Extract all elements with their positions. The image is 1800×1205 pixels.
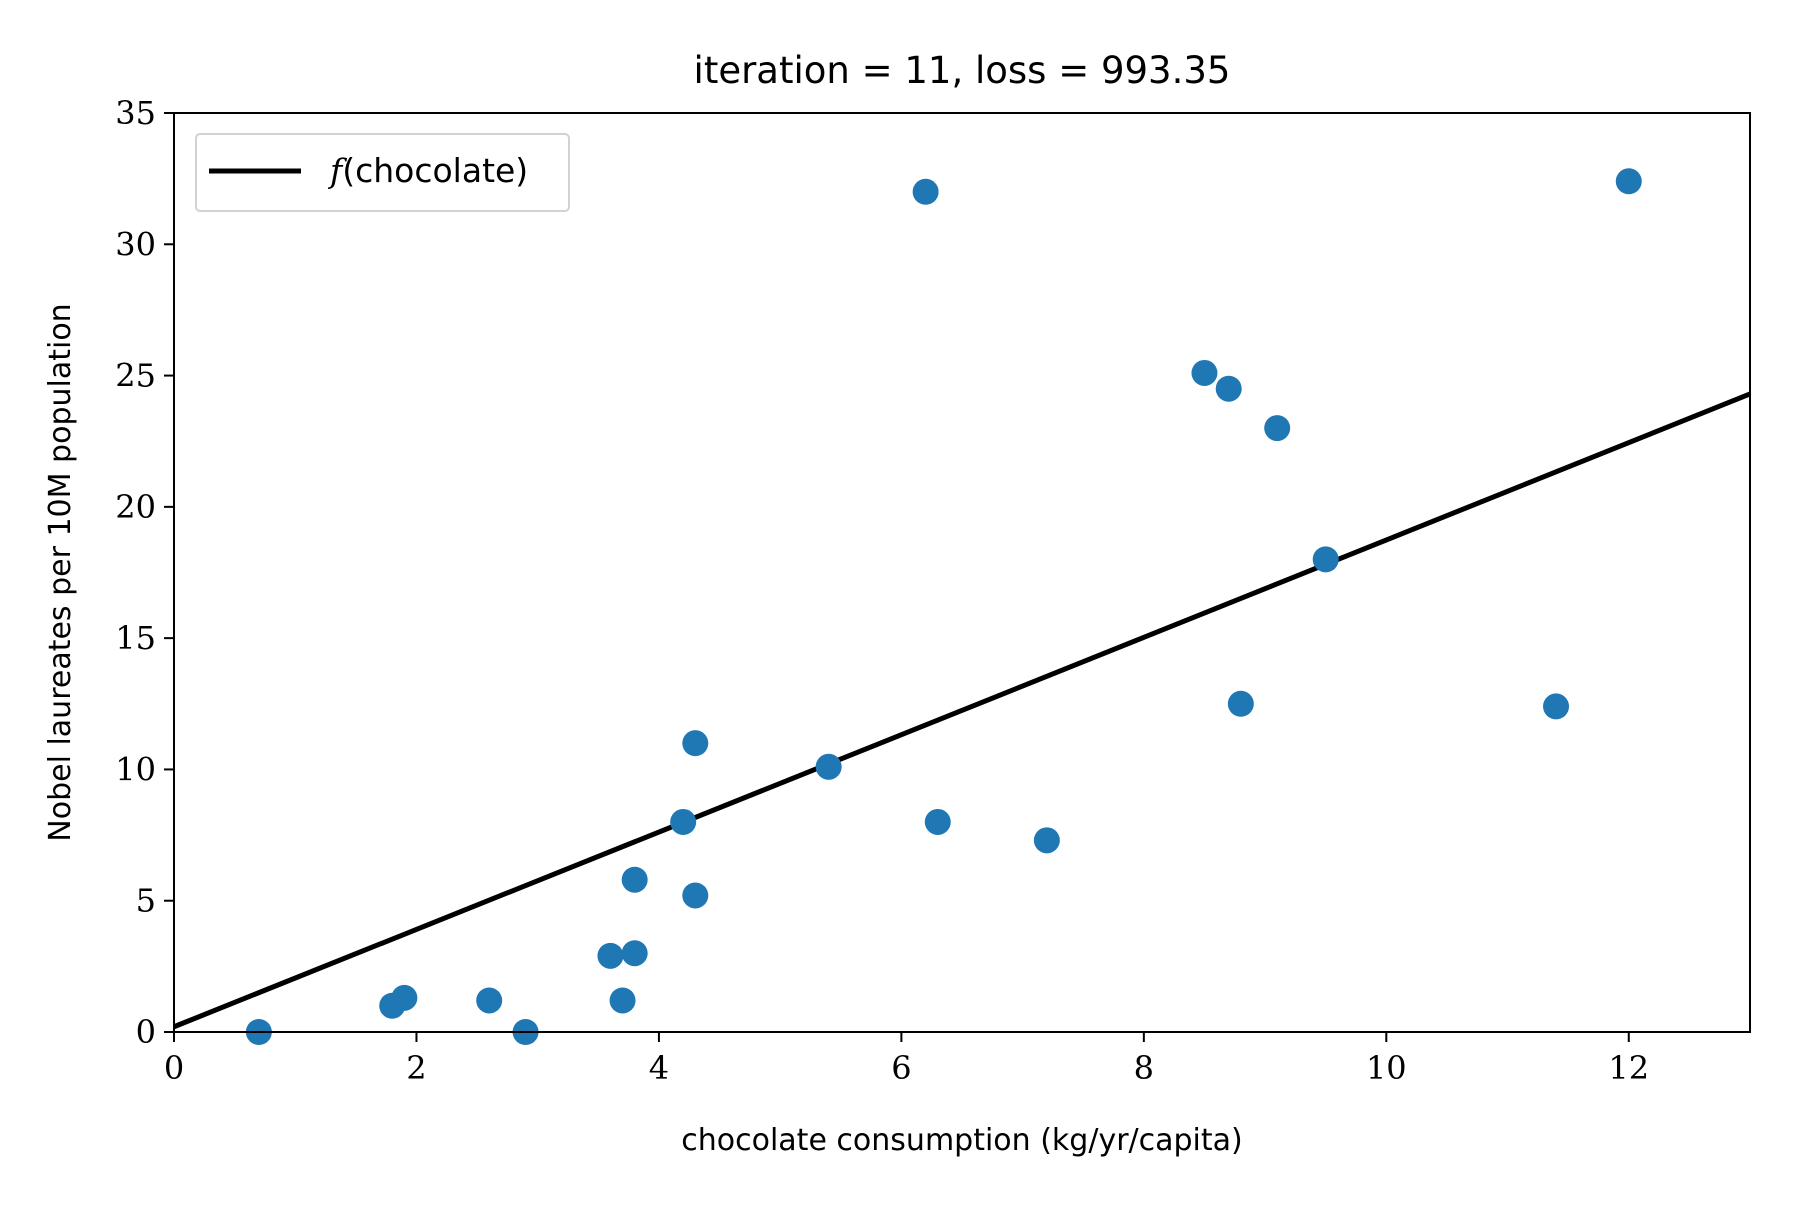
data-point <box>670 808 697 835</box>
y-tick-label: 30 <box>115 225 156 263</box>
x-tick-label: 12 <box>1608 1049 1649 1087</box>
data-point <box>1312 546 1339 573</box>
legend-function-argument: (chocolate) <box>342 151 528 190</box>
data-point <box>924 808 951 835</box>
x-tick-label: 4 <box>649 1049 669 1087</box>
data-point <box>815 753 842 780</box>
y-tick-label: 35 <box>115 94 156 132</box>
x-axis-label: chocolate consumption (kg/yr/capita) <box>681 1123 1243 1158</box>
data-point <box>682 730 709 757</box>
data-point <box>1543 693 1570 720</box>
x-tick-label: 2 <box>406 1049 426 1087</box>
y-tick-label: 15 <box>115 619 156 657</box>
legend: f(chocolate) <box>195 133 570 212</box>
regression-line <box>173 391 1751 1030</box>
y-axis-label: Nobel laureates per 10M population <box>43 303 78 841</box>
legend-label: f(chocolate) <box>327 151 528 190</box>
x-tick-label: 10 <box>1366 1049 1407 1087</box>
y-tick-label: 0 <box>136 1013 156 1051</box>
y-tick-label: 25 <box>115 357 156 395</box>
data-point <box>621 940 648 967</box>
data-point <box>621 866 648 893</box>
x-tick-label: 8 <box>1134 1049 1154 1087</box>
chart-title: iteration = 11, loss = 993.35 <box>694 49 1231 92</box>
x-ticks: 0 2 4 6 8 10 12 <box>164 1032 1649 1087</box>
y-tick-label: 5 <box>136 882 156 920</box>
data-point <box>1033 827 1060 854</box>
data-point <box>1215 375 1242 402</box>
y-tick-label: 20 <box>115 488 156 526</box>
data-point <box>1227 690 1254 717</box>
data-point <box>912 178 939 205</box>
data-point <box>1615 168 1642 195</box>
data-point <box>476 987 503 1014</box>
data-point <box>682 882 709 909</box>
data-point <box>1191 359 1218 386</box>
data-point <box>1264 415 1291 442</box>
data-point <box>597 942 624 969</box>
y-ticks: 0 5 10 15 20 25 30 35 <box>115 94 174 1051</box>
x-tick-label: 6 <box>891 1049 911 1087</box>
y-tick-label: 10 <box>115 750 156 788</box>
data-point <box>391 984 418 1011</box>
legend-box <box>195 133 570 212</box>
x-tick-label: 0 <box>164 1049 184 1087</box>
data-point <box>609 987 636 1014</box>
plot-layer <box>173 168 1751 1045</box>
axes-frame <box>173 112 1751 1033</box>
